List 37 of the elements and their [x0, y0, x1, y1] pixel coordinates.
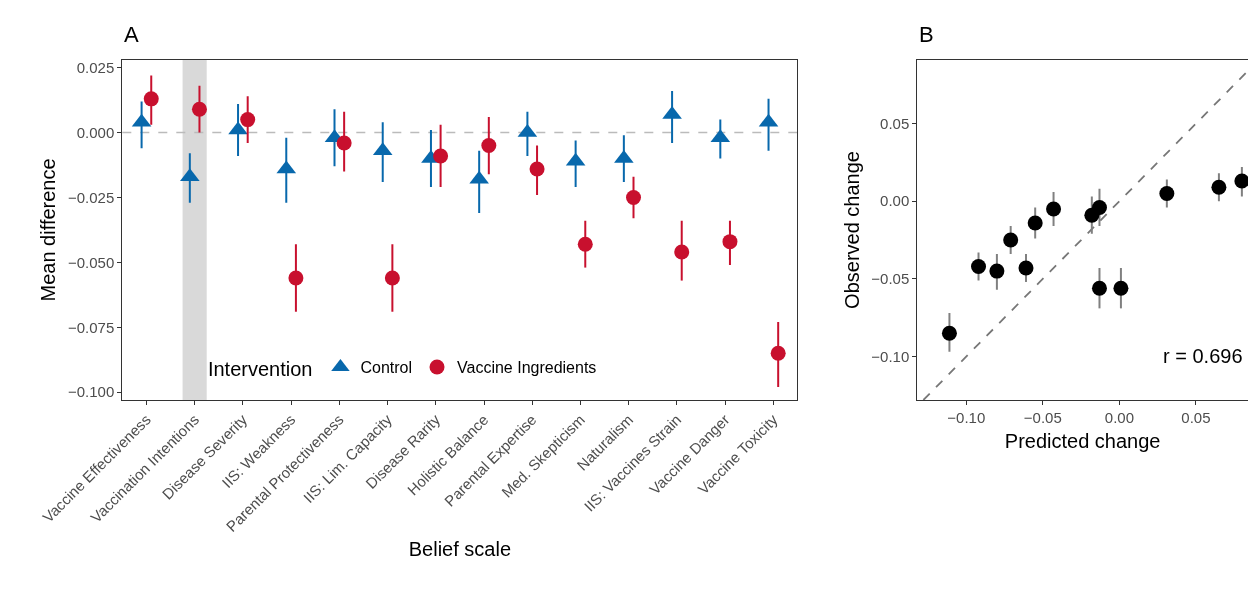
point [989, 263, 1005, 279]
y-tick-label: −0.025 [68, 188, 115, 206]
y-tick-label: 0.000 [76, 123, 115, 141]
x-tick-label: 0.00 [1104, 409, 1134, 426]
y-axis-title: Mean difference [37, 158, 60, 302]
point [1091, 199, 1107, 215]
point [1018, 260, 1034, 276]
x-tick-label: −0.10 [947, 409, 986, 426]
y-tick-label: −0.100 [68, 383, 115, 401]
y-tick-label: 0.025 [76, 58, 115, 76]
y-tick-label: 0.00 [880, 192, 910, 210]
x-tick-label: 0.05 [1181, 409, 1211, 426]
x-axis-title: Belief scale [408, 538, 512, 561]
point [941, 325, 957, 341]
y-tick-label: −0.050 [68, 253, 115, 271]
chart-title: B [919, 22, 934, 47]
legend-label: Vaccine Ingredients [457, 359, 597, 377]
y-tick-label: −0.075 [68, 318, 115, 336]
point [1211, 179, 1227, 195]
point [1091, 280, 1107, 296]
chart-title: A [124, 22, 139, 47]
point [1027, 215, 1043, 231]
y-tick-label: 0.05 [880, 114, 910, 132]
point [1234, 173, 1248, 189]
point [1159, 185, 1175, 201]
point [1003, 232, 1019, 248]
y-tick-label: −0.05 [871, 270, 910, 288]
point [1046, 201, 1062, 217]
x-axis-title: Predicted change [1004, 429, 1161, 452]
legend-label: Control [360, 359, 413, 377]
x-tick-label: −0.05 [1023, 409, 1062, 426]
point [971, 258, 987, 274]
annotation: r = 0.696 [1163, 345, 1243, 367]
legend-title: Intervention [207, 358, 313, 381]
y-tick-label: −0.10 [871, 347, 910, 365]
point [1113, 280, 1129, 296]
y-axis-title: Observed change [840, 151, 863, 309]
